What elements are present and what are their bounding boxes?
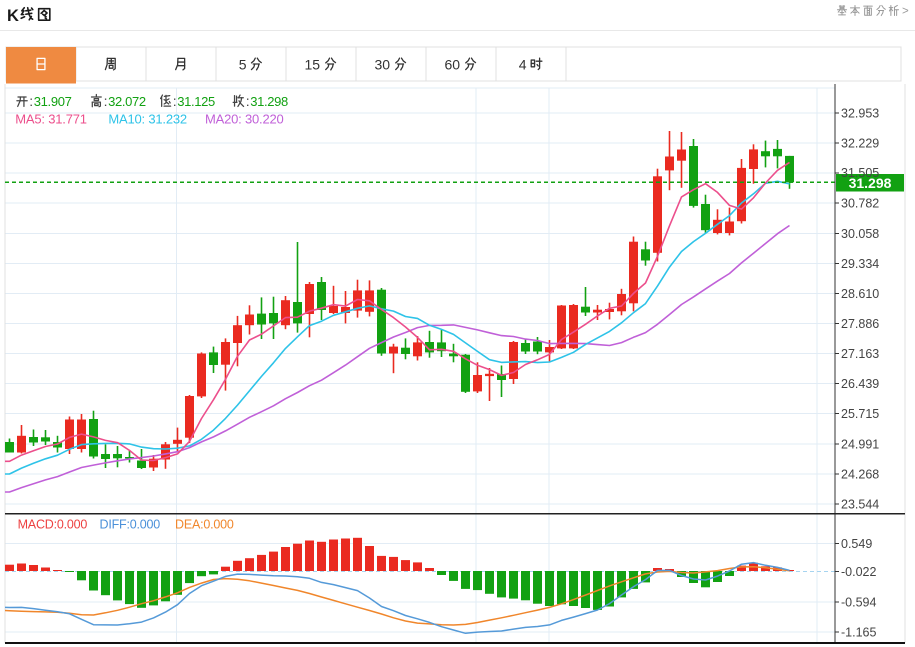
svg-text:24.268: 24.268 xyxy=(841,467,879,481)
svg-text:32.072: 32.072 xyxy=(108,94,146,109)
svg-text:5: 5 xyxy=(239,57,247,73)
svg-text:31.298: 31.298 xyxy=(250,94,288,109)
svg-text:25.715: 25.715 xyxy=(841,407,879,421)
svg-text:32.953: 32.953 xyxy=(841,107,879,121)
svg-text:28.610: 28.610 xyxy=(841,287,879,301)
svg-text:60: 60 xyxy=(445,57,461,73)
svg-text:-0.594: -0.594 xyxy=(841,596,876,610)
svg-text:29.334: 29.334 xyxy=(841,257,879,271)
svg-text:32.229: 32.229 xyxy=(841,137,879,151)
svg-text:24.991: 24.991 xyxy=(841,437,879,451)
svg-text:23.544: 23.544 xyxy=(841,497,879,511)
svg-text:>: > xyxy=(902,6,909,18)
svg-text:-0.022: -0.022 xyxy=(841,565,876,579)
svg-text:K: K xyxy=(7,7,19,25)
svg-text:26.439: 26.439 xyxy=(841,377,879,391)
svg-text:30.782: 30.782 xyxy=(841,197,879,211)
svg-text:0.549: 0.549 xyxy=(841,537,872,551)
svg-text:30.058: 30.058 xyxy=(841,227,879,241)
svg-text::: : xyxy=(29,93,33,109)
svg-text:31.125: 31.125 xyxy=(177,94,215,109)
svg-text:27.886: 27.886 xyxy=(841,317,879,331)
svg-text:27.163: 27.163 xyxy=(841,347,879,361)
svg-text:30: 30 xyxy=(375,57,391,73)
svg-text::: : xyxy=(104,93,108,109)
svg-text:4: 4 xyxy=(519,57,527,73)
svg-text:31.907: 31.907 xyxy=(34,94,72,109)
svg-text::: : xyxy=(173,93,177,109)
svg-text:31.505: 31.505 xyxy=(841,166,879,180)
svg-text:15: 15 xyxy=(305,57,321,73)
svg-text::: : xyxy=(246,93,250,109)
svg-text:31.298: 31.298 xyxy=(849,175,892,191)
svg-text:-1.165: -1.165 xyxy=(841,625,876,639)
